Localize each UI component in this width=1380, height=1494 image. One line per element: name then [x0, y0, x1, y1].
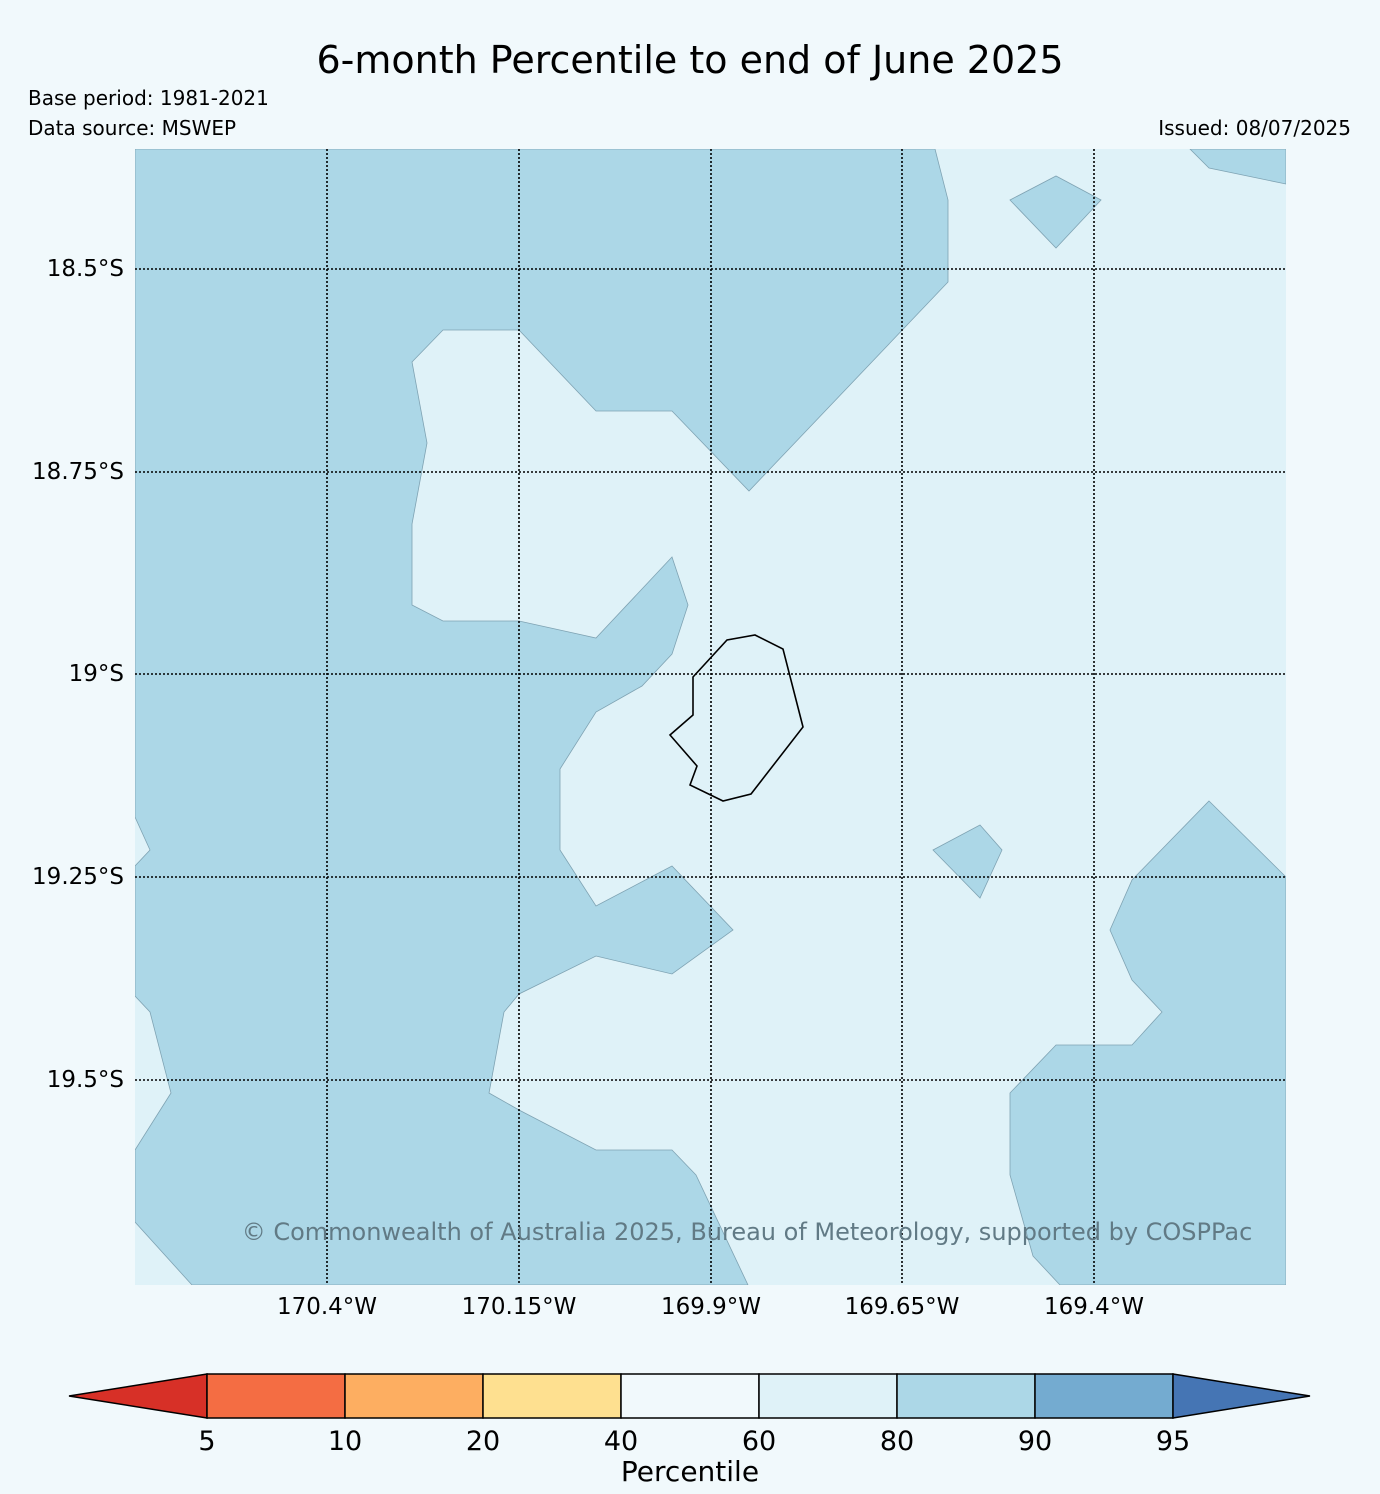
colorbar-5-10 [206, 1373, 346, 1419]
east-small-region [932, 824, 1003, 899]
percentile-80-90-regions [135, 149, 1286, 1285]
colorbar-20-40 [482, 1373, 622, 1419]
map-title: 6-month Percentile to end of June 2025 [316, 38, 1064, 82]
colorbar-extend-low [68, 1373, 208, 1419]
colorbar-tick-10: 10 [327, 1426, 363, 1457]
colorbar-90-95 [1034, 1373, 1174, 1419]
base-period: Base period: 1981-2021 [28, 86, 269, 110]
colorbar-tick-90: 90 [1017, 1426, 1053, 1457]
colorbar-extend-high [1172, 1373, 1311, 1419]
graticule [135, 149, 1286, 1285]
lon-label-169.4: 169.4°W [1043, 1294, 1145, 1320]
colorbar-tick-80: 80 [879, 1426, 915, 1457]
data-source: Data source: MSWEP [28, 116, 237, 140]
colorbar-tick-95: 95 [1155, 1426, 1191, 1457]
colorbar-label: Percentile [620, 1455, 760, 1488]
lon-label-170.4: 170.4°W [276, 1294, 378, 1320]
colorbar-tick-60: 60 [741, 1426, 777, 1457]
lat-label-19.25: 19.25°S [32, 864, 124, 890]
colorbar-10-20 [344, 1373, 484, 1419]
lat-label-18.75: 18.75°S [32, 459, 124, 485]
lon-label-169.9: 169.9°W [660, 1294, 762, 1320]
lat-label-19.5: 19.5°S [46, 1067, 124, 1093]
issued-date: Issued: 08/07/2025 [1158, 116, 1351, 140]
colorbar [68, 1373, 1311, 1419]
lat-label-19: 19°S [68, 661, 124, 687]
copyright-notice: © Commonwealth of Australia 2025, Bureau… [241, 1218, 1253, 1246]
colorbar-60-80 [758, 1373, 898, 1419]
colorbar-tick-20: 20 [465, 1426, 501, 1457]
colorbar-tick-5: 5 [198, 1426, 216, 1457]
lon-label-170.15: 170.15°W [461, 1294, 577, 1320]
colorbar-40-60 [620, 1373, 760, 1419]
northeast-corner-region [1189, 149, 1286, 185]
colorbar-80-90 [896, 1373, 1036, 1419]
southeast-region [1009, 800, 1286, 1285]
western-80-90-region [135, 149, 949, 1285]
lat-label-18.5: 18.5°S [46, 256, 124, 282]
colorbar-tick-40: 40 [603, 1426, 639, 1457]
northeast-small-region [1009, 175, 1102, 249]
lon-label-169.65: 169.65°W [844, 1294, 960, 1320]
island-coastline [668, 634, 804, 802]
